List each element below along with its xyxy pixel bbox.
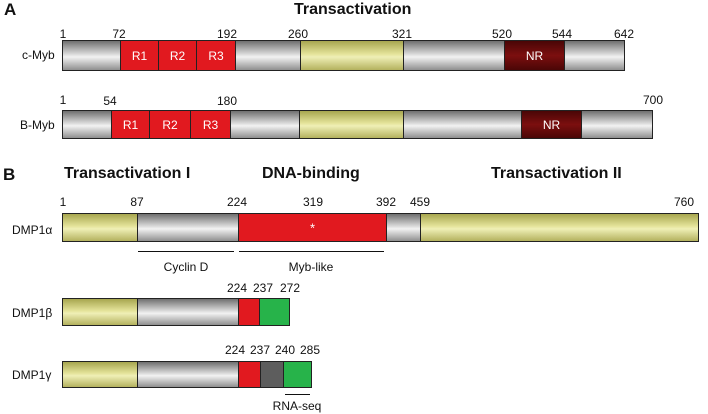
bmyb-middle-segment: [403, 111, 521, 138]
dmp1a-tick-1: 1: [59, 195, 67, 209]
dmp1b-unique-cterm-segment: [259, 299, 289, 325]
dmp1b-dna-binding-fragment: [238, 299, 259, 325]
dmp1a-tick-224: 224: [226, 195, 248, 209]
dmp1b-protein-bar: [62, 298, 290, 326]
cmyb-tick-544: 544: [551, 27, 573, 41]
bmyb-tick-700: 700: [642, 93, 664, 107]
cmyb-protein-bar: R1 R2 R3 NR: [62, 40, 625, 71]
cyclin-d-underline: [138, 251, 234, 252]
dmp1a-tick-87: 87: [130, 195, 144, 209]
dmp1a-transactivation-ii-segment: [420, 214, 698, 241]
bmyb-r2-domain: R2: [149, 111, 190, 138]
dmp1g-tick-237: 237: [249, 343, 271, 357]
cmyb-nterm-segment: [63, 41, 120, 70]
bmyb-protein-bar: R1 R2 R3 NR: [62, 110, 653, 139]
dmp1b-label: DMP1β: [12, 306, 53, 320]
dmp1a-cyclin-d-segment: [137, 214, 238, 241]
dmp1b-tick-224: 224: [226, 281, 248, 295]
dmp1b-nterm-segment: [63, 299, 137, 325]
dmp1a-tick-392: 392: [375, 195, 397, 209]
cmyb-tick-321: 321: [391, 27, 413, 41]
bmyb-tick-54: 54: [103, 94, 117, 108]
cmyb-tick-260: 260: [287, 27, 309, 41]
dmp1g-intron-segment: [260, 362, 283, 387]
cmyb-tick-192: 192: [216, 27, 238, 41]
bmyb-nterm-segment: [63, 111, 111, 138]
cmyb-middle-segment: [403, 41, 504, 70]
transactivation-title: Transactivation: [294, 1, 412, 18]
cmyb-tick-1: 1: [59, 27, 67, 41]
rna-seq-label: RNA-seq: [272, 399, 322, 413]
bmyb-r1-label: R1: [122, 117, 139, 132]
cmyb-tick-72: 72: [112, 27, 126, 41]
cmyb-tick-642: 642: [613, 27, 635, 41]
dmp1a-tick-319: 319: [302, 195, 324, 209]
dmp1b-tick-272: 272: [279, 281, 301, 295]
dmp1a-tick-760: 760: [673, 195, 695, 209]
bmyb-r3-label: R3: [202, 117, 219, 132]
cmyb-r3-label: R3: [208, 48, 224, 63]
bmyb-linker-segment: [230, 111, 299, 138]
panel-a-letter: A: [4, 0, 17, 19]
cmyb-linker-segment: [235, 41, 300, 70]
bmyb-r1-domain: R1: [111, 111, 149, 138]
cmyb-r1-label: R1: [131, 48, 148, 63]
cmyb-r2-domain: R2: [158, 41, 196, 70]
cmyb-cterm-segment: [564, 41, 624, 70]
bmyb-r3-domain: R3: [190, 111, 230, 138]
dmp1a-label: DMP1α: [12, 223, 53, 237]
bmyb-nr-domain: NR: [521, 111, 581, 138]
cmyb-nr-domain: NR: [504, 41, 564, 70]
dmp1g-protein-bar: [62, 361, 312, 388]
cmyb-nr-label: NR: [525, 48, 544, 63]
dmp1g-unique-cterm-segment: [283, 362, 311, 387]
dmp1g-dna-binding-fragment: [238, 362, 260, 387]
cmyb-r1-domain: R1: [120, 41, 158, 70]
transactivation-ii-title: Transactivation II: [491, 165, 622, 182]
bmyb-r2-label: R2: [162, 117, 178, 132]
bmyb-label: B-Myb: [20, 118, 55, 132]
bmyb-tick-1: 1: [59, 93, 67, 107]
panel-b-letter: B: [3, 165, 16, 184]
dmp1b-cyclin-d-segment: [137, 299, 238, 325]
myb-like-underline: [239, 251, 384, 252]
dmp1a-linker-segment: [386, 214, 420, 241]
cyclin-d-label: Cyclin D: [163, 260, 209, 274]
dmp1a-myb-like-domain: *: [238, 214, 386, 241]
dmp1g-nterm-segment: [63, 362, 137, 387]
dmp1g-cyclin-d-segment: [137, 362, 238, 387]
cmyb-tick-520: 520: [491, 27, 513, 41]
bmyb-nr-label: NR: [542, 117, 561, 132]
dmp1b-tick-237: 237: [252, 281, 274, 295]
cmyb-r3-domain: R3: [196, 41, 235, 70]
dmp1g-tick-224: 224: [224, 343, 246, 357]
bmyb-cterm-segment: [581, 111, 652, 138]
bmyb-transactivation-segment: [299, 111, 403, 138]
dmp1g-label: DMP1γ: [12, 368, 52, 382]
cmyb-label: c-Myb: [22, 48, 55, 62]
rna-seq-underline: [285, 394, 310, 395]
myb-like-label: Myb-like: [288, 260, 334, 274]
bmyb-tick-180: 180: [216, 94, 238, 108]
dmp1g-tick-240: 240: [274, 343, 296, 357]
dmp1a-tick-459: 459: [409, 195, 431, 209]
dmp1a-star-marker: *: [309, 220, 316, 235]
cmyb-transactivation-segment: [300, 41, 403, 70]
transactivation-i-title: Transactivation I: [64, 165, 191, 182]
cmyb-r2-label: R2: [169, 48, 186, 63]
dmp1a-nterm-segment: [63, 214, 137, 241]
dna-binding-title: DNA-binding: [262, 165, 360, 182]
dmp1a-protein-bar: *: [62, 213, 699, 242]
dmp1g-tick-285: 285: [299, 343, 321, 357]
